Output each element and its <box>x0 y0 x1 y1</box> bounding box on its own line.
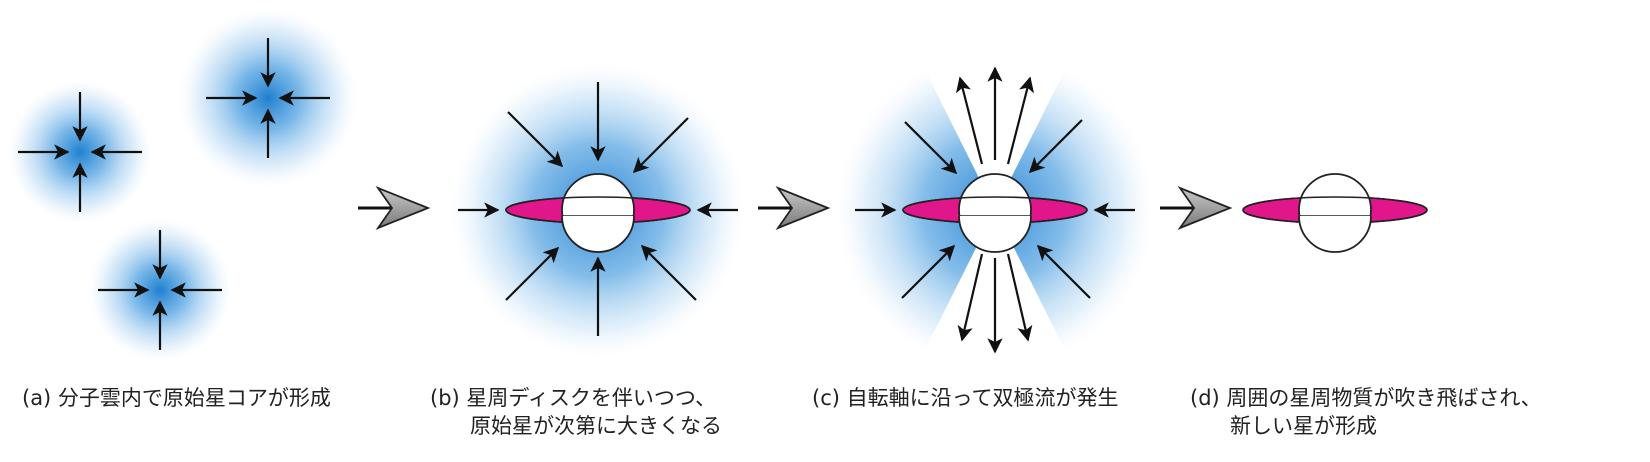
caption-a: (a) 分子雲内で原始星コアが形成 <box>22 384 331 412</box>
panel-b <box>450 62 746 358</box>
infall-arrow <box>505 246 560 301</box>
infall-arrow <box>1036 244 1091 299</box>
infall-arrow <box>1028 119 1083 174</box>
cloud-core-3 <box>88 218 232 362</box>
outflow-arrow <box>1006 76 1035 165</box>
caption-b-line-2: 原始星が次第に大きくなる <box>470 414 722 438</box>
infall-arrow <box>901 244 956 299</box>
outflow-arrow <box>1006 253 1033 342</box>
transition-arrow-1 <box>358 186 431 230</box>
caption-c: (c) 自転軸に沿って双極流が発生 <box>812 384 1119 412</box>
infall-arrow <box>904 121 958 175</box>
caption-d-line-2: 新しい星が形成 <box>1230 414 1377 438</box>
panel-d <box>1242 173 1428 253</box>
infall-arrow <box>507 111 564 168</box>
transition-arrow-2 <box>758 186 831 230</box>
outflow-arrow <box>955 76 984 165</box>
outflow-arrow <box>957 253 984 342</box>
caption-b-line-1: (b) 星周ディスクを伴いつつ、 <box>430 386 717 410</box>
infall-arrow <box>632 117 689 174</box>
caption-a-line-1: (a) 分子雲内で原始星コアが形成 <box>22 386 331 410</box>
caption-c-line-1: (c) 自転軸に沿って双極流が発生 <box>812 386 1119 410</box>
cloud-core-2 <box>178 8 358 188</box>
caption-d: (d) 周囲の星周物質が吹き飛ばされ、 新しい星が形成 <box>1190 384 1542 440</box>
caption-d-line-1: (d) 周囲の星周物質が吹き飛ばされ、 <box>1190 386 1542 410</box>
caption-b: (b) 星周ディスクを伴いつつ、 原始星が次第に大きくなる <box>430 384 722 440</box>
infall-arrow <box>640 244 697 301</box>
panel-c <box>840 60 1150 360</box>
panel-a <box>8 8 358 362</box>
transition-arrow-3 <box>1160 186 1233 230</box>
cloud-core-1 <box>8 80 152 224</box>
